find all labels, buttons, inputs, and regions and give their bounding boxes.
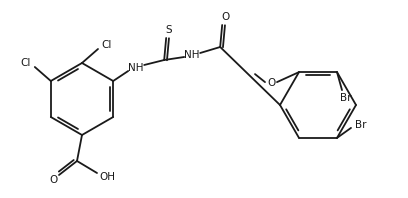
Text: Cl: Cl — [21, 58, 31, 68]
Text: O: O — [49, 175, 57, 185]
Text: NH: NH — [129, 63, 144, 73]
Text: Br: Br — [355, 120, 367, 130]
Text: O: O — [267, 78, 275, 88]
Text: OH: OH — [99, 172, 115, 182]
Text: Cl: Cl — [102, 40, 112, 50]
Text: NH: NH — [184, 50, 200, 60]
Text: O: O — [221, 12, 229, 22]
Text: S: S — [166, 25, 173, 35]
Text: Br: Br — [340, 93, 352, 103]
